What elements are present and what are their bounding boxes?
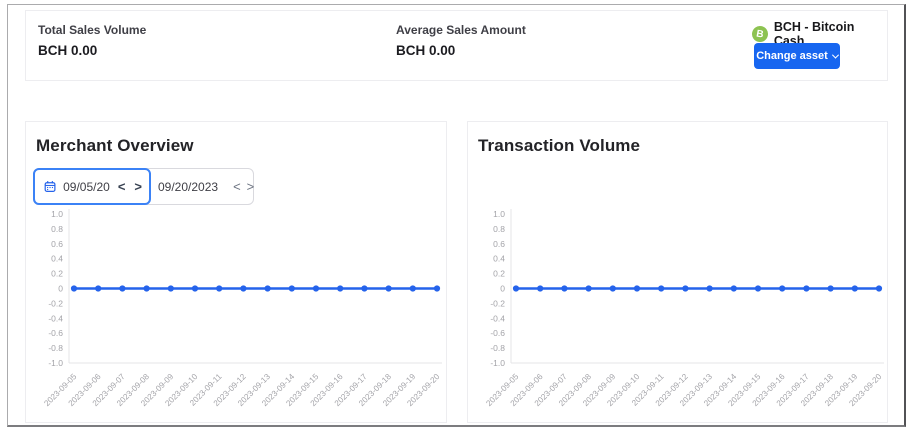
svg-text:0.6: 0.6 — [51, 239, 63, 249]
end-date-value: 09/20/2023 — [158, 179, 219, 194]
svg-text:0.8: 0.8 — [51, 224, 63, 234]
transaction-volume-chart: 1.00.80.60.40.20-0.2-0.4-0.6-0.8-1.02023… — [484, 209, 884, 408]
svg-text:-0.6: -0.6 — [48, 328, 63, 338]
svg-text:0.8: 0.8 — [493, 224, 505, 234]
change-asset-label: Change asset — [756, 50, 828, 62]
summary-card: Total Sales Volume BCH 0.00 Average Sale… — [25, 10, 888, 81]
total-sales-stat: Total Sales Volume BCH 0.00 — [38, 23, 146, 58]
svg-text:0.6: 0.6 — [493, 239, 505, 249]
merchant-overview-card: Merchant Overview 09/05/20 < > 09/20/202… — [25, 121, 447, 423]
transaction-volume-title: Transaction Volume — [478, 136, 641, 155]
merchant-overview-chart: 1.00.80.60.40.20-0.2-0.4-0.6-0.8-1.02023… — [42, 209, 442, 408]
total-sales-label: Total Sales Volume — [38, 23, 147, 37]
date-range-picker: 09/05/20 < > 09/20/2023 < > — [33, 168, 254, 205]
svg-text:0.2: 0.2 — [51, 269, 63, 279]
total-sales-value: BCH 0.00 — [38, 43, 98, 58]
svg-text:-0.4: -0.4 — [490, 313, 505, 323]
merchant-overview-title: Merchant Overview — [36, 136, 194, 155]
start-date-prev-button[interactable]: < — [117, 179, 126, 194]
bitcoin-cash-icon: B — [750, 24, 770, 44]
svg-text:-0.2: -0.2 — [490, 298, 505, 308]
transaction-volume-card: Transaction Volume 1.0 0.8 0.6 0.4 0.2 0 -0.2 -… — [467, 121, 888, 423]
svg-text:-0.8: -0.8 — [48, 343, 63, 353]
svg-text:0.4: 0.4 — [493, 254, 505, 264]
average-sales-label: Average Sales Amount — [396, 23, 526, 37]
start-date-input[interactable]: 09/05/20 < > — [33, 168, 151, 205]
svg-text:0.2: 0.2 — [493, 269, 505, 279]
end-date-input[interactable]: 09/20/2023 < > — [158, 169, 254, 204]
svg-text:-0.6: -0.6 — [490, 328, 505, 338]
average-sales-value: BCH 0.00 — [396, 43, 456, 58]
start-date-next-button[interactable]: > — [134, 179, 142, 194]
svg-text:1.0: 1.0 — [493, 209, 505, 219]
svg-text:-1.0: -1.0 — [48, 358, 63, 368]
svg-text:0.4: 0.4 — [51, 254, 63, 264]
svg-text:-0.4: -0.4 — [48, 313, 63, 323]
chevron-down-icon — [831, 51, 839, 59]
svg-text:-1.0: -1.0 — [490, 358, 505, 368]
change-asset-button[interactable]: Change asset — [754, 43, 840, 69]
end-date-prev-button[interactable]: < — [233, 179, 241, 194]
average-sales-stat: Average Sales Amount BCH 0.00 — [396, 23, 526, 58]
svg-text:-0.8: -0.8 — [490, 343, 505, 353]
svg-text:1.0: 1.0 — [51, 209, 63, 219]
svg-text:-0.2: -0.2 — [48, 298, 63, 308]
calendar-icon — [44, 181, 56, 192]
end-date-next-button[interactable]: > — [246, 179, 255, 194]
start-date-value: 09/05/20 — [63, 179, 110, 194]
svg-text:0: 0 — [500, 284, 505, 294]
svg-text:0: 0 — [58, 284, 63, 294]
